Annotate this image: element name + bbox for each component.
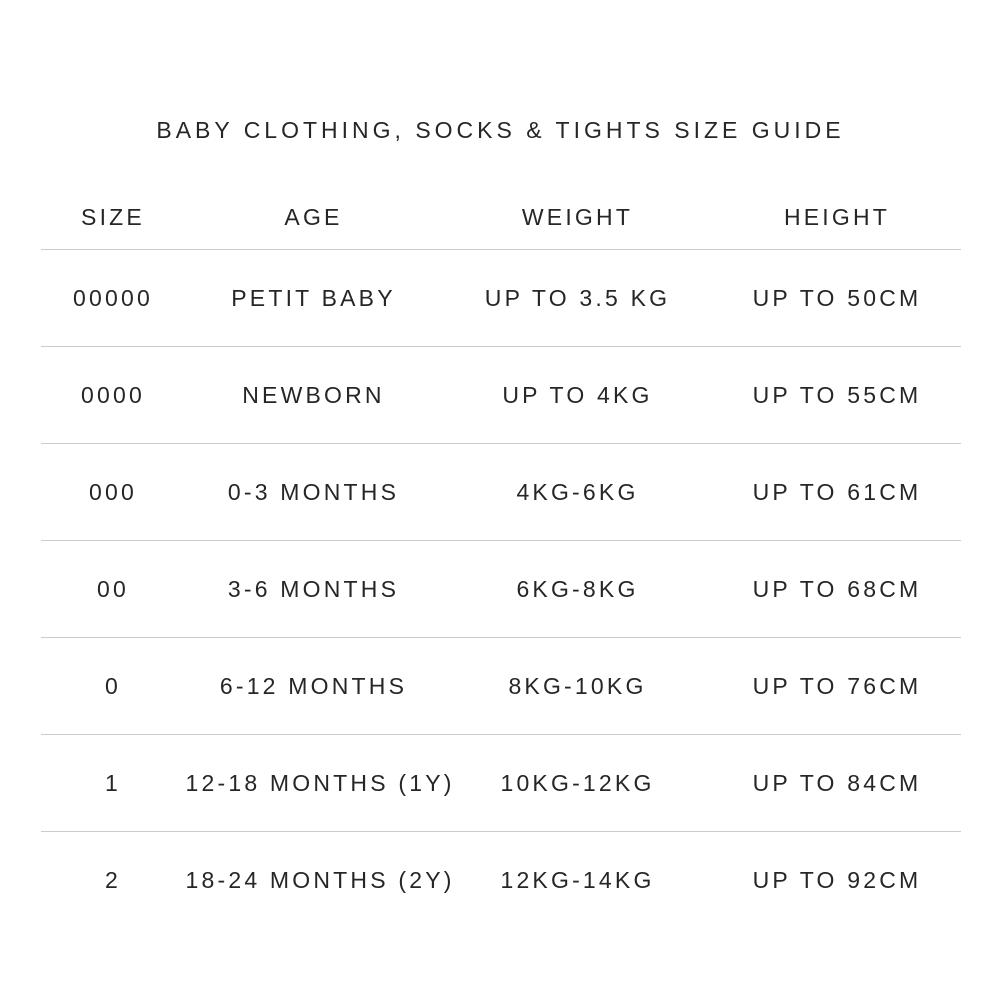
table-header-row: SIZE AGE WEIGHT HEIGHT: [40, 142, 961, 250]
table-body: 00000 PETIT BABY UP TO 3.5 KG UP TO 50CM 000…: [40, 250, 961, 928]
cell-age: PETIT BABY: [231, 284, 396, 311]
cell-age: 18-24 MONTHS (2Y): [185, 866, 455, 893]
cell-size: 0: [105, 672, 121, 699]
page-title: BABY CLOTHING, SOCKS & TIGHTS SIZE GUIDE: [156, 117, 845, 143]
cell-age: 6-12 MONTHS: [219, 672, 408, 699]
cell-weight: UP TO 4KG: [502, 381, 653, 408]
table-row: 0000 NEWBORN UP TO 4KG UP TO 55CM: [40, 347, 961, 444]
cell-size: 00: [97, 575, 129, 602]
cell-weight: 8KG-10KG: [508, 672, 647, 699]
cell-age: NEWBORN: [242, 381, 385, 408]
cell-weight: UP TO 3.5 KG: [484, 284, 671, 311]
column-header-height: HEIGHT: [783, 204, 891, 230]
cell-size: 00000: [73, 284, 153, 311]
cell-height: UP TO 76CM: [752, 672, 922, 699]
cell-age: 3-6 MONTHS: [227, 575, 400, 602]
cell-size: 2: [105, 866, 121, 893]
cell-weight: 12KG-14KG: [500, 866, 655, 893]
cell-height: UP TO 92CM: [752, 866, 922, 893]
cell-height: UP TO 50CM: [752, 284, 922, 311]
cell-weight: 6KG-8KG: [516, 575, 639, 602]
cell-size: 000: [89, 478, 137, 505]
table-row: 00 3-6 MONTHS 6KG-8KG UP TO 68CM: [40, 541, 961, 638]
cell-height: UP TO 55CM: [752, 381, 922, 408]
cell-weight: 4KG-6KG: [516, 478, 639, 505]
cell-height: UP TO 84CM: [752, 769, 922, 796]
cell-age: 0-3 MONTHS: [227, 478, 400, 505]
column-header-weight: WEIGHT: [521, 204, 634, 230]
cell-height: UP TO 61CM: [752, 478, 922, 505]
column-header-size: SIZE: [81, 204, 145, 230]
cell-weight: 10KG-12KG: [500, 769, 655, 796]
cell-size: 0000: [81, 381, 145, 408]
column-header-age: AGE: [284, 204, 343, 230]
cell-size: 1: [105, 769, 121, 796]
size-table: SIZE AGE WEIGHT HEIGHT 00000 PETIT BABY UP…: [40, 142, 961, 928]
table-row: 2 18-24 MONTHS (2Y) 12KG-14KG UP TO 92CM: [41, 832, 961, 928]
table-row: 00000 PETIT BABY UP TO 3.5 KG UP TO 50CM: [40, 250, 961, 347]
table-row: 1 12-18 MONTHS (1Y) 10KG-12KG UP TO 84CM: [40, 735, 961, 832]
cell-age: 12-18 MONTHS (1Y): [185, 769, 455, 796]
table-row: 0 6-12 MONTHS 8KG-10KG UP TO 76CM: [40, 638, 961, 735]
cell-height: UP TO 68CM: [752, 575, 922, 602]
table-row: 000 0-3 MONTHS 4KG-6KG UP TO 61CM: [40, 444, 961, 541]
